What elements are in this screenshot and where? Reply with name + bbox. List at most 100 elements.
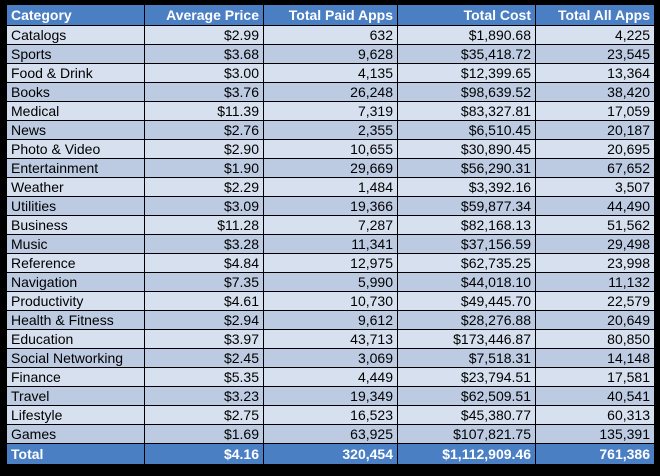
cell-total-cost: $56,290.31 xyxy=(398,159,535,177)
cell-total-paid-apps: 19,349 xyxy=(264,387,397,405)
cell-category: Navigation xyxy=(7,273,144,291)
cell-average-price: $3.97 xyxy=(145,330,263,348)
cell-total-paid-apps: 632 xyxy=(264,26,397,44)
cell-total-cost: $7,518.31 xyxy=(398,349,535,367)
cell-total-all-apps: 4,225 xyxy=(536,26,654,44)
cell-total-all-apps: 38,420 xyxy=(536,83,654,101)
cell-category: Medical xyxy=(7,102,144,120)
cell-average-price: $11.28 xyxy=(145,216,263,234)
cell-category: Sports xyxy=(7,45,144,63)
cell-total-all-apps: 17,059 xyxy=(536,102,654,120)
cell-total-cost: $23,794.51 xyxy=(398,368,535,386)
cell-category: Travel xyxy=(7,387,144,405)
cell-total-paid-apps: 3,069 xyxy=(264,349,397,367)
cell-total-cost: $12,399.65 xyxy=(398,64,535,82)
cell-category: Health & Fitness xyxy=(7,311,144,329)
cell-total-all-apps: 44,490 xyxy=(536,197,654,215)
cell-total-cost: $49,445.70 xyxy=(398,292,535,310)
total-all-apps: 761,386 xyxy=(536,444,654,464)
cell-category: Books xyxy=(7,83,144,101)
cell-category: Utilities xyxy=(7,197,144,215)
table-row: Social Networking $2.45 3,069 $7,518.31 14,1… xyxy=(7,349,654,367)
cell-total-all-apps: 60,313 xyxy=(536,406,654,424)
cell-total-paid-apps: 10,730 xyxy=(264,292,397,310)
cell-total-all-apps: 13,364 xyxy=(536,64,654,82)
cell-total-cost: $173,446.87 xyxy=(398,330,535,348)
table-row: Games $1.69 63,925 $107,821.75 135,391 xyxy=(7,425,654,443)
table-row: Medical $11.39 7,319 $83,327.81 17,059 xyxy=(7,102,654,120)
cell-category: Photo & Video xyxy=(7,140,144,158)
cell-category: Lifestyle xyxy=(7,406,144,424)
cell-total-cost: $37,156.59 xyxy=(398,235,535,253)
cell-category: Games xyxy=(7,425,144,443)
cell-total-paid-apps: 11,341 xyxy=(264,235,397,253)
total-paid-apps: 320,454 xyxy=(264,444,397,464)
cell-average-price: $2.76 xyxy=(145,121,263,139)
cell-total-paid-apps: 43,713 xyxy=(264,330,397,348)
cell-total-cost: $107,821.75 xyxy=(398,425,535,443)
cell-total-cost: $62,509.51 xyxy=(398,387,535,405)
table-row: Navigation $7.35 5,990 $44,018.10 11,132 xyxy=(7,273,654,291)
cell-total-all-apps: 22,579 xyxy=(536,292,654,310)
cell-total-paid-apps: 9,612 xyxy=(264,311,397,329)
cell-total-all-apps: 23,545 xyxy=(536,45,654,63)
cell-total-cost: $62,735.25 xyxy=(398,254,535,272)
total-average-price: $4.16 xyxy=(145,444,263,464)
cell-total-cost: $83,327.81 xyxy=(398,102,535,120)
cell-average-price: $1.69 xyxy=(145,425,263,443)
cell-total-all-apps: 135,391 xyxy=(536,425,654,443)
cell-average-price: $3.68 xyxy=(145,45,263,63)
cell-total-all-apps: 80,850 xyxy=(536,330,654,348)
cell-total-cost: $82,168.13 xyxy=(398,216,535,234)
cell-total-paid-apps: 2,355 xyxy=(264,121,397,139)
table-row: Sports $3.68 9,628 $35,418.72 23,545 xyxy=(7,45,654,63)
table-row: Photo & Video $2.90 10,655 $30,890.45 20,695 xyxy=(7,140,654,158)
header-category: Category xyxy=(7,5,144,25)
header-total-all-apps: Total All Apps xyxy=(536,5,654,25)
cell-total-paid-apps: 12,975 xyxy=(264,254,397,272)
app-pricing-table: Category Average Price Total Paid Apps T… xyxy=(6,4,655,465)
cell-total-cost: $3,392.16 xyxy=(398,178,535,196)
cell-average-price: $4.84 xyxy=(145,254,263,272)
table-row: Weather $2.29 1,484 $3,392.16 3,507 xyxy=(7,178,654,196)
cell-average-price: $2.94 xyxy=(145,311,263,329)
table-row: News $2.76 2,355 $6,510.45 20,187 xyxy=(7,121,654,139)
cell-total-all-apps: 51,562 xyxy=(536,216,654,234)
table-row: Books $3.76 26,248 $98,639.52 38,420 xyxy=(7,83,654,101)
cell-average-price: $3.28 xyxy=(145,235,263,253)
table-row: Lifestyle $2.75 16,523 $45,380.77 60,313 xyxy=(7,406,654,424)
cell-average-price: $2.75 xyxy=(145,406,263,424)
table-row: Health & Fitness $2.94 9,612 $28,276.88 20,6… xyxy=(7,311,654,329)
cell-total-all-apps: 29,498 xyxy=(536,235,654,253)
cell-total-cost: $28,276.88 xyxy=(398,311,535,329)
cell-total-paid-apps: 26,248 xyxy=(264,83,397,101)
cell-total-paid-apps: 1,484 xyxy=(264,178,397,196)
header-total-cost: Total Cost xyxy=(398,5,535,25)
cell-total-paid-apps: 9,628 xyxy=(264,45,397,63)
cell-category: Catalogs xyxy=(7,26,144,44)
cell-average-price: $4.61 xyxy=(145,292,263,310)
table-frame: Category Average Price Total Paid Apps T… xyxy=(6,4,655,470)
cell-total-paid-apps: 10,655 xyxy=(264,140,397,158)
cell-total-all-apps: 14,148 xyxy=(536,349,654,367)
cell-total-paid-apps: 4,135 xyxy=(264,64,397,82)
cell-total-all-apps: 11,132 xyxy=(536,273,654,291)
table-row: Entertainment $1.90 29,669 $56,290.31 67,652 xyxy=(7,159,654,177)
cell-total-cost: $1,890.68 xyxy=(398,26,535,44)
table-row: Productivity $4.61 10,730 $49,445.70 22,579 xyxy=(7,292,654,310)
cell-average-price: $3.23 xyxy=(145,387,263,405)
cell-total-all-apps: 20,649 xyxy=(536,311,654,329)
total-cost: $1,112,909.46 xyxy=(398,444,535,464)
cell-average-price: $2.45 xyxy=(145,349,263,367)
table-row: Utilities $3.09 19,366 $59,877.34 44,490 xyxy=(7,197,654,215)
table-row: Education $3.97 43,713 $173,446.87 80,850 xyxy=(7,330,654,348)
cell-category: Social Networking xyxy=(7,349,144,367)
cell-category: Weather xyxy=(7,178,144,196)
cell-total-all-apps: 3,507 xyxy=(536,178,654,196)
cell-category: Finance xyxy=(7,368,144,386)
cell-average-price: $3.09 xyxy=(145,197,263,215)
cell-total-all-apps: 20,695 xyxy=(536,140,654,158)
cell-total-paid-apps: 4,449 xyxy=(264,368,397,386)
cell-average-price: $1.90 xyxy=(145,159,263,177)
cell-total-paid-apps: 7,287 xyxy=(264,216,397,234)
